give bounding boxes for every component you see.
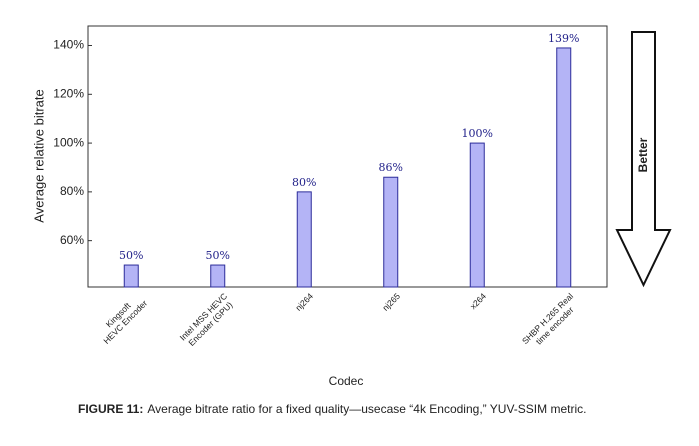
bar xyxy=(469,142,485,288)
value-label: 50% xyxy=(119,249,143,262)
better-arrow xyxy=(615,31,672,288)
y-tick-label: 120% xyxy=(53,86,84,100)
value-label: 80% xyxy=(292,176,316,189)
plot-frame xyxy=(87,25,608,288)
value-label: 100% xyxy=(462,127,493,140)
y-tick-label: 80% xyxy=(60,184,84,198)
annotation: Better xyxy=(636,137,650,172)
bar xyxy=(210,264,226,288)
y-tick-label: 100% xyxy=(53,135,84,149)
bar xyxy=(296,191,312,288)
caption-text: Average bitrate ratio for a fixed qualit… xyxy=(147,402,587,416)
value-label: 139% xyxy=(548,32,579,45)
caption-label: FIGURE 11: xyxy=(78,402,144,416)
value-label: 50% xyxy=(206,249,230,262)
bar xyxy=(383,176,399,288)
value-label: 86% xyxy=(379,161,403,174)
y-tick-label: 60% xyxy=(60,233,84,247)
bar xyxy=(123,264,139,288)
y-tick-label: 140% xyxy=(53,38,84,52)
x-axis-label: Codec xyxy=(329,374,364,388)
y-axis-label: Average relative bitrate xyxy=(31,89,46,222)
bar xyxy=(556,47,572,288)
caption: FIGURE 11: Average bitrate ratio for a fi… xyxy=(78,402,586,416)
